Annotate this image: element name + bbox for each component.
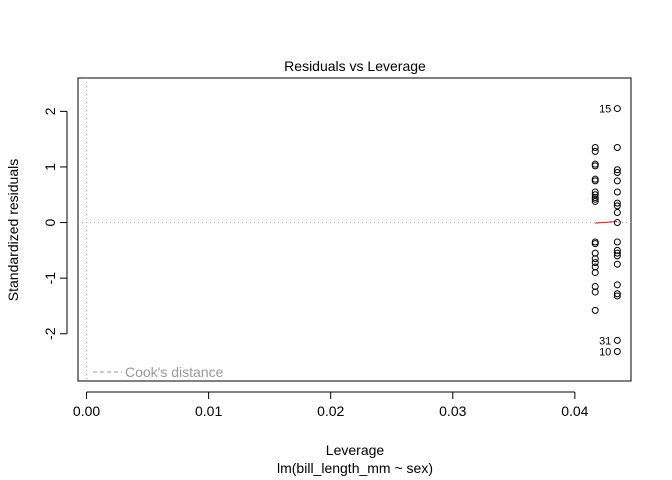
data-point: [613, 177, 621, 185]
data-point: [591, 177, 599, 185]
data-point: [613, 348, 621, 356]
data-point: [613, 249, 621, 257]
smoother-curve: [595, 220, 618, 224]
data-point: [591, 195, 599, 203]
data-point: [591, 255, 599, 263]
data-point: [613, 169, 621, 177]
x-tick-label: 0.04: [561, 403, 588, 419]
reference-lines: [78, 78, 631, 381]
point-label: 31: [599, 335, 611, 347]
y-tick-label: 0: [42, 218, 58, 226]
data-point: [613, 290, 621, 298]
y-tick-label: 2: [42, 107, 58, 115]
y-tick-label: -2: [42, 327, 58, 340]
y-tick-label: -1: [42, 272, 58, 285]
x-tick-label: 0.00: [73, 403, 100, 419]
smoother-line: [595, 220, 618, 224]
x-tick-label: 0.01: [195, 403, 222, 419]
data-points: [591, 105, 621, 356]
data-point: [591, 240, 599, 248]
data-point: [591, 147, 599, 155]
data-point: [613, 199, 621, 207]
data-point: [613, 188, 621, 196]
x-axis-subtitle: lm(bill_length_mm ~ sex): [277, 460, 433, 476]
x-axis: 0.00 0.01 0.02 0.03 0.04: [73, 391, 589, 419]
point-label: 15: [599, 104, 611, 116]
data-point: [613, 252, 621, 260]
data-point: [591, 288, 599, 296]
data-point: [613, 202, 621, 210]
point-label: 10: [599, 347, 611, 359]
x-tick-label: 0.03: [439, 403, 466, 419]
data-point: [613, 260, 621, 268]
data-point: [613, 209, 621, 217]
data-point: [613, 336, 621, 344]
y-axis: -2 -1 0 1 2: [42, 107, 68, 340]
data-point: [591, 269, 599, 277]
data-point: [591, 306, 599, 314]
x-axis-label: Leverage: [326, 442, 385, 458]
legend: Cook's distance: [93, 364, 224, 380]
chart-title: Residuals vs Leverage: [284, 58, 426, 74]
data-point: [613, 238, 621, 246]
data-point: [613, 281, 621, 289]
data-point: [591, 143, 599, 151]
data-point: [591, 191, 599, 199]
data-point: [613, 292, 621, 300]
data-point: [613, 143, 621, 151]
data-point: [613, 105, 621, 113]
data-point: [613, 166, 621, 174]
data-point: [591, 197, 599, 205]
y-tick-label: 1: [42, 163, 58, 171]
y-axis-label: Standardized residuals: [5, 159, 21, 301]
data-point: [591, 162, 599, 170]
x-tick-label: 0.02: [317, 403, 344, 419]
data-point: [591, 259, 599, 267]
legend-label: Cook's distance: [125, 364, 224, 380]
data-point: [613, 219, 621, 227]
plot-frame: [77, 77, 632, 382]
